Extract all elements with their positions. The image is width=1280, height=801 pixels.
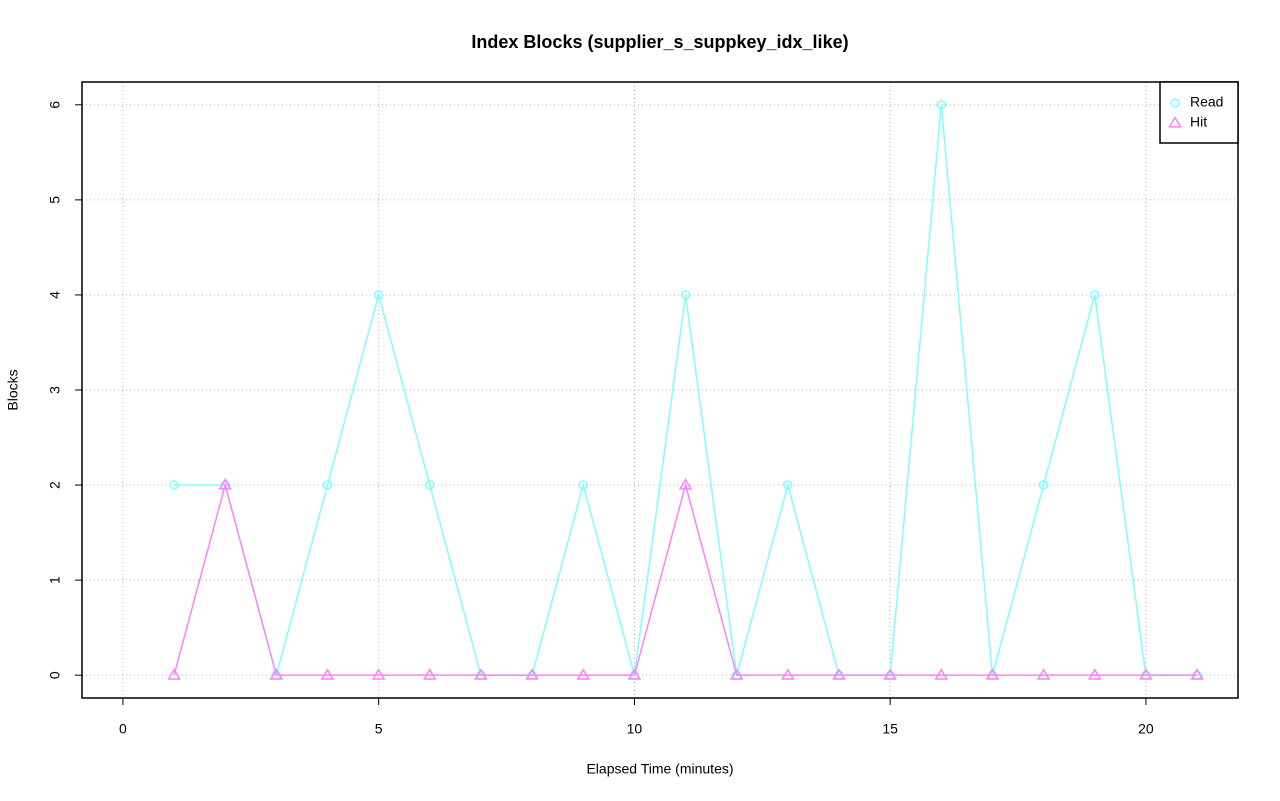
y-tick-label: 6 bbox=[47, 101, 63, 109]
point bbox=[474, 668, 488, 680]
x-tick-label: 15 bbox=[882, 721, 898, 737]
legend-label: Hit bbox=[1190, 114, 1207, 130]
point bbox=[1087, 668, 1102, 680]
x-tick-label: 20 bbox=[1138, 721, 1154, 737]
y-tick-label: 0 bbox=[47, 671, 63, 679]
plot-frame bbox=[81, 81, 1239, 699]
point bbox=[936, 100, 947, 110]
point bbox=[578, 480, 589, 490]
x-tick-label: 10 bbox=[627, 721, 643, 737]
point bbox=[320, 668, 335, 680]
point bbox=[371, 668, 386, 680]
chart-title: Index Blocks (supplier_s_suppkey_idx_lik… bbox=[471, 32, 848, 52]
point bbox=[1038, 480, 1049, 490]
point bbox=[934, 668, 949, 680]
point bbox=[783, 480, 793, 490]
point bbox=[1090, 290, 1100, 300]
point bbox=[832, 668, 846, 680]
series-line bbox=[173, 482, 1198, 676]
point bbox=[218, 478, 233, 490]
x-tick-label: 5 bbox=[375, 721, 383, 737]
y-tick-label: 2 bbox=[47, 481, 63, 489]
point bbox=[423, 668, 437, 680]
point bbox=[167, 668, 181, 680]
point bbox=[1036, 668, 1051, 680]
y-axis-label: Blocks bbox=[5, 369, 21, 410]
point bbox=[425, 480, 435, 490]
point bbox=[322, 480, 333, 490]
point bbox=[781, 668, 795, 680]
y-tick-label: 5 bbox=[47, 196, 63, 204]
point bbox=[169, 480, 179, 490]
x-tick-label: 0 bbox=[119, 721, 127, 737]
point bbox=[373, 290, 384, 300]
point bbox=[678, 478, 693, 490]
point bbox=[729, 668, 744, 680]
series-line bbox=[174, 104, 1198, 679]
point bbox=[883, 668, 897, 680]
legend-box bbox=[1159, 81, 1239, 144]
point bbox=[1139, 668, 1153, 680]
point bbox=[576, 668, 591, 680]
point bbox=[1190, 668, 1204, 680]
legend-label: Read bbox=[1190, 94, 1223, 110]
y-tick-label: 1 bbox=[47, 576, 63, 584]
point bbox=[627, 668, 642, 680]
legend-marker bbox=[1170, 98, 1180, 108]
point bbox=[985, 668, 1000, 680]
y-tick-label: 4 bbox=[47, 291, 63, 299]
point bbox=[680, 290, 691, 300]
point bbox=[269, 668, 284, 680]
legend-marker bbox=[1168, 116, 1182, 128]
y-tick-label: 3 bbox=[47, 386, 63, 394]
x-axis-label: Elapsed Time (minutes) bbox=[586, 761, 733, 777]
point bbox=[525, 668, 539, 680]
